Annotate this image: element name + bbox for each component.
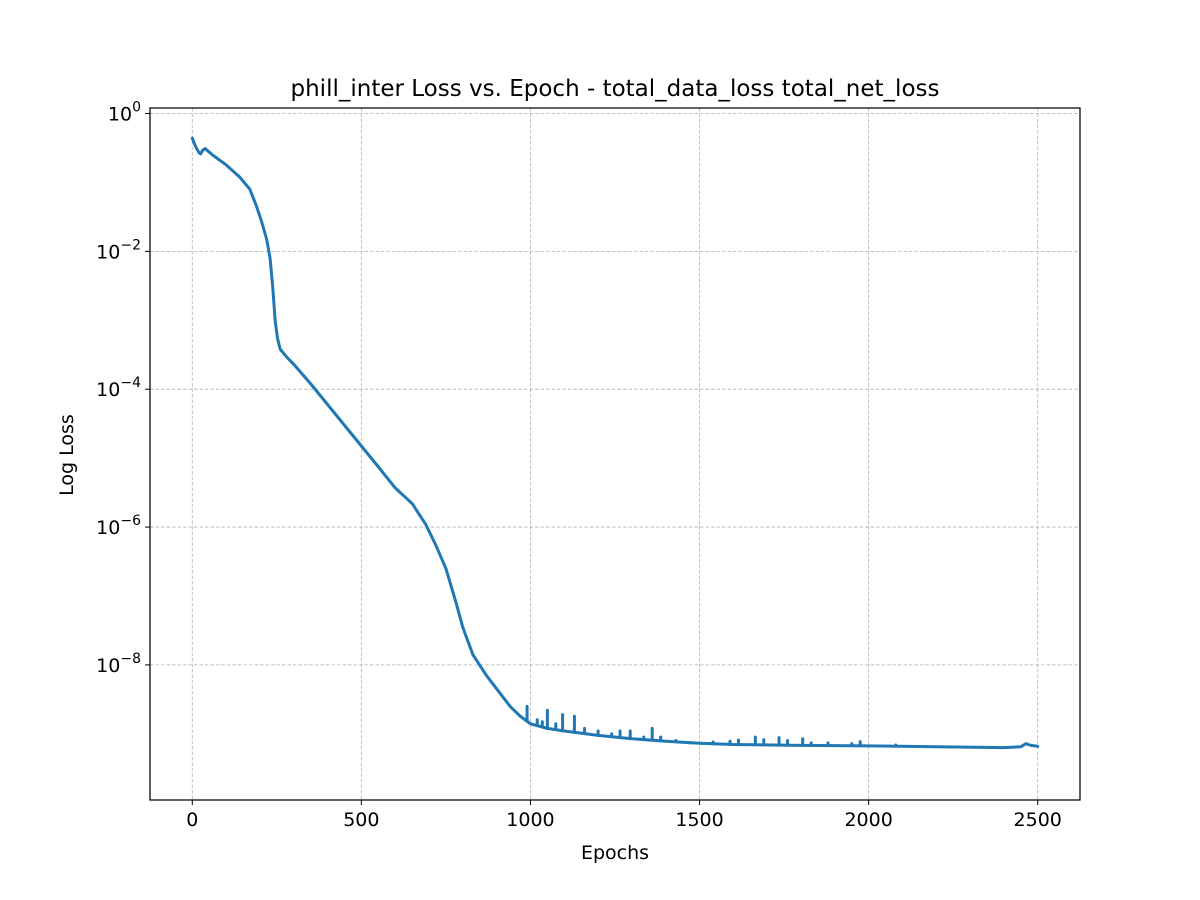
y-tick-label: 10−2 <box>96 237 141 263</box>
plot-frame <box>149 107 1081 801</box>
x-tick-label: 2000 <box>844 809 892 831</box>
chart-title: phill_inter Loss vs. Epoch - total_data_… <box>291 76 940 102</box>
grid <box>150 108 1080 800</box>
y-axis-label: Log Loss <box>56 414 78 496</box>
x-tick-label: 1000 <box>506 809 554 831</box>
y-axis: 100 10−2 10−4 10−6 10−8 <box>96 100 150 677</box>
y-tick-label: 100 <box>108 100 141 126</box>
x-tick-label: 2500 <box>1014 809 1062 831</box>
x-tick-label: 500 <box>343 809 379 831</box>
plot-area <box>190 136 1040 750</box>
x-tick-label: 1500 <box>675 809 723 831</box>
x-axis: 0 500 1000 1500 2000 2500 <box>186 800 1062 831</box>
x-tick-label: 0 <box>186 809 198 831</box>
y-tick-label: 10−6 <box>96 513 141 539</box>
loss-line <box>190 136 1040 750</box>
y-tick-label: 10−4 <box>96 375 141 401</box>
y-tick-label: 10−8 <box>96 651 141 677</box>
x-axis-label: Epochs <box>581 842 649 864</box>
